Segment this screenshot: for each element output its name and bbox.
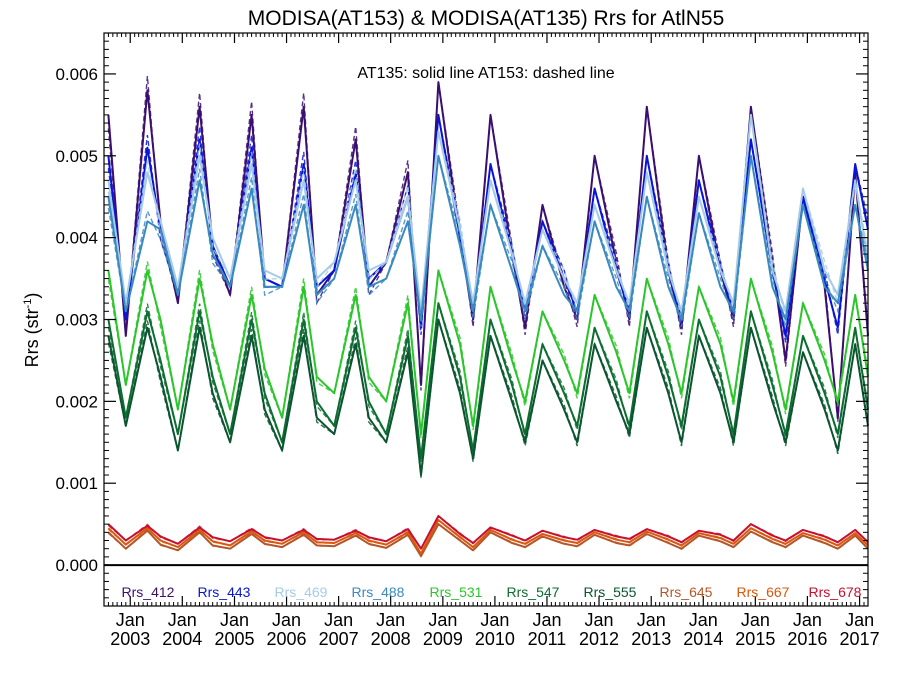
x-tick-month-label: Jan xyxy=(741,610,770,630)
y-tick-label: 0.002 xyxy=(55,392,98,411)
series-line-rrs-645 xyxy=(107,523,869,558)
x-tick-year-label: 2008 xyxy=(371,629,411,649)
legend-item: Rrs_678 xyxy=(809,584,862,600)
annotation-line-style: AT135: solid line AT153: dashed line xyxy=(357,65,614,82)
legend: Rrs_412 Rrs_443 Rrs_469 Rrs_488 Rrs_531 Rrs_5… xyxy=(122,584,862,600)
legend-item: Rrs_469 xyxy=(275,584,328,600)
x-tick-year-label: 2016 xyxy=(787,629,827,649)
x-tick-month-label: Jan xyxy=(480,610,509,630)
x-tick-year-label: 2004 xyxy=(162,629,202,649)
x-tick-year-label: 2009 xyxy=(423,629,463,649)
legend-item: Rrs_443 xyxy=(198,584,251,600)
series-line-dashed-rrs-531 xyxy=(107,261,869,439)
y-axis-label: Rrs (str-1) xyxy=(22,293,42,368)
x-tick-month-label: Jan xyxy=(324,610,353,630)
x-tick-month-label: Jan xyxy=(585,610,614,630)
x-axis: Jan2003Jan2004Jan2005Jan2006Jan2007Jan20… xyxy=(103,33,880,649)
legend-item: Rrs_488 xyxy=(352,584,405,600)
y-tick-label: 0.003 xyxy=(55,311,98,330)
legend-item: Rrs_667 xyxy=(737,584,790,600)
x-tick-month-label: Jan xyxy=(376,610,405,630)
x-tick-year-label: 2007 xyxy=(319,629,359,649)
x-tick-month-label: Jan xyxy=(116,610,145,630)
legend-item: Rrs_555 xyxy=(584,584,637,600)
x-tick-year-label: 2012 xyxy=(579,629,619,649)
y-tick-label: 0.004 xyxy=(55,229,98,248)
series-line-dashed-rrs-678 xyxy=(107,514,869,551)
x-tick-year-label: 2015 xyxy=(735,629,775,649)
y-tick-label: 0.000 xyxy=(55,556,98,575)
legend-item: Rrs_547 xyxy=(507,584,560,600)
series-line-dashed-rrs-469 xyxy=(107,114,869,320)
y-tick-label: 0.005 xyxy=(55,147,98,166)
x-tick-month-label: Jan xyxy=(168,610,197,630)
x-tick-month-label: Jan xyxy=(689,610,718,630)
x-tick-year-label: 2003 xyxy=(110,629,150,649)
x-tick-year-label: 2017 xyxy=(840,629,880,649)
y-axis-label-close: ) xyxy=(22,293,42,299)
x-tick-month-label: Jan xyxy=(793,610,822,630)
legend-item: Rrs_531 xyxy=(430,584,483,600)
x-tick-month-label: Jan xyxy=(532,610,561,630)
x-tick-month-label: Jan xyxy=(637,610,666,630)
x-tick-month-label: Jan xyxy=(845,610,874,630)
x-tick-month-label: Jan xyxy=(272,610,301,630)
y-axis-label-main: Rrs (str xyxy=(22,308,42,367)
x-tick-month-label: Jan xyxy=(220,610,249,630)
y-tick-label: 0.001 xyxy=(55,474,98,493)
x-tick-month-label: Jan xyxy=(428,610,457,630)
x-tick-year-label: 2010 xyxy=(475,629,515,649)
x-tick-year-label: 2005 xyxy=(214,629,254,649)
legend-item: Rrs_645 xyxy=(660,584,713,600)
legend-item: Rrs_412 xyxy=(122,584,175,600)
x-tick-year-label: 2013 xyxy=(631,629,671,649)
series-line-dashed-rrs-667 xyxy=(107,518,869,556)
plot-lines xyxy=(107,76,869,558)
series-line-dashed-rrs-488 xyxy=(107,155,869,328)
x-tick-year-label: 2006 xyxy=(267,629,307,649)
chart-title: MODISA(AT153) & MODISA(AT135) Rrs for At… xyxy=(248,7,725,30)
series-line-dashed-rrs-547 xyxy=(107,302,869,462)
x-tick-year-label: 2014 xyxy=(683,629,723,649)
y-tick-label: 0.006 xyxy=(55,65,98,84)
y-axis: 0.000 0.001 0.002 0.003 0.004 0.005 0.006 xyxy=(55,40,868,599)
x-tick-year-label: 2011 xyxy=(528,629,567,649)
series-line-dashed-rrs-555 xyxy=(107,319,869,478)
y-axis-label-sup: -1 xyxy=(22,299,34,309)
